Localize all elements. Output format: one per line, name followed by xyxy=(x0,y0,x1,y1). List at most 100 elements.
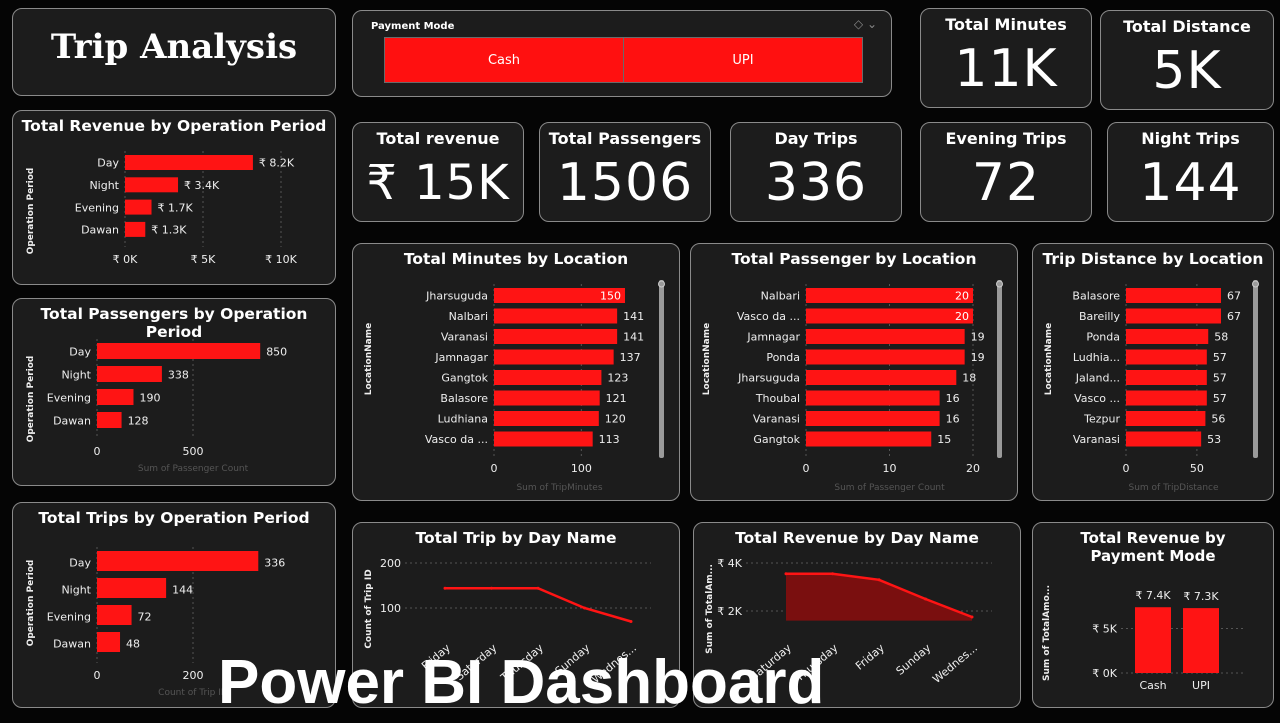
scroll-handle[interactable] xyxy=(996,280,1003,288)
chart-trips-by-period[interactable]: Total Trips by Operation Period 0 200 Day 33… xyxy=(12,502,336,708)
bar[interactable] xyxy=(1126,390,1207,406)
bar[interactable] xyxy=(97,389,134,405)
data-label: 121 xyxy=(606,392,627,405)
bar[interactable] xyxy=(1135,607,1171,673)
bar[interactable] xyxy=(125,155,253,170)
x-tick-label: 500 xyxy=(183,445,204,458)
kpi-total-revenue: Total revenue ₹ 15K xyxy=(352,122,524,222)
bar[interactable] xyxy=(494,329,618,344)
category-label: Balasore xyxy=(440,392,488,405)
chart-revenue-by-payment[interactable]: Total Revenue by Payment Mode ₹ 0K ₹ 5K ₹ 7… xyxy=(1032,522,1274,708)
bar[interactable] xyxy=(1126,308,1221,324)
bar[interactable] xyxy=(97,605,132,625)
chevron-down-icon[interactable]: ⌄ xyxy=(866,17,877,31)
bar[interactable] xyxy=(1126,431,1202,447)
chart-passenger-by-location[interactable]: Total Passenger by Location 0 10 20 Nalbari 2… xyxy=(690,243,1018,501)
chart-title: Total Passenger by Location xyxy=(731,250,977,268)
chart-passengers-by-period[interactable]: Total Passengers by Operation Period 0 500… xyxy=(12,298,336,486)
data-point[interactable] xyxy=(583,606,586,610)
bar[interactable] xyxy=(806,431,932,447)
data-point[interactable] xyxy=(970,615,974,619)
category-label: Dawan xyxy=(53,414,91,427)
bar[interactable] xyxy=(125,199,152,215)
scrollbar[interactable] xyxy=(1253,280,1258,458)
area-series[interactable] xyxy=(786,573,972,621)
scrollbar[interactable] xyxy=(997,280,1002,458)
bar[interactable] xyxy=(125,177,179,193)
bar[interactable] xyxy=(494,390,600,406)
bar[interactable] xyxy=(806,288,973,303)
bar[interactable] xyxy=(806,390,940,406)
data-point[interactable] xyxy=(490,586,493,590)
category-label: Night xyxy=(61,584,91,597)
y-axis-title: Count of Trip ID xyxy=(364,569,374,648)
bar[interactable] xyxy=(97,578,167,598)
bar[interactable] xyxy=(1126,370,1207,385)
chart-trip-by-dayname[interactable]: Total Trip by Day Name 100 200 Friday Saturd… xyxy=(352,522,680,708)
data-point[interactable] xyxy=(924,597,927,601)
bar[interactable] xyxy=(125,221,146,237)
bar[interactable] xyxy=(1126,288,1221,303)
bar[interactable] xyxy=(97,366,162,382)
chart-distance-by-location[interactable]: Trip Distance by Location 0 50 Balasore 67 Ba… xyxy=(1032,243,1274,501)
data-label: 141 xyxy=(623,310,644,323)
kpi-night-trips: Night Trips 144 xyxy=(1107,122,1274,222)
bar[interactable] xyxy=(806,349,965,365)
data-point[interactable] xyxy=(784,572,788,576)
data-point[interactable] xyxy=(536,586,540,590)
chart-revenue-by-period[interactable]: Total Revenue by Operation Period ₹ 0K ₹ 5… xyxy=(12,110,336,285)
x-tick-label: 0 xyxy=(94,445,101,458)
bar[interactable] xyxy=(494,308,618,324)
y-tick-label: 200 xyxy=(380,557,401,570)
data-label: ₹ 1.7K xyxy=(158,201,194,214)
bar[interactable] xyxy=(97,551,259,571)
kpi-label: Total Passengers xyxy=(548,129,702,148)
bar[interactable] xyxy=(1126,329,1209,344)
bar[interactable] xyxy=(806,411,940,426)
bar[interactable] xyxy=(806,329,965,344)
bar[interactable] xyxy=(1126,349,1207,365)
eraser-icon[interactable]: ◇ xyxy=(853,17,864,31)
scroll-handle[interactable] xyxy=(658,280,665,288)
x-tick-label: 200 xyxy=(183,669,204,682)
bar[interactable] xyxy=(97,343,261,359)
bar[interactable] xyxy=(494,431,593,447)
bar[interactable] xyxy=(494,288,625,303)
category-label: Varanasi xyxy=(753,413,800,426)
kpi-label: Day Trips xyxy=(774,129,858,148)
slicer-title: Payment Mode xyxy=(371,21,455,32)
data-label: 72 xyxy=(138,611,152,624)
category-label: Jamnagar xyxy=(746,331,800,344)
bar[interactable] xyxy=(97,632,121,652)
category-label: Day xyxy=(97,157,119,170)
chart-svg: 0 500 Day 850 Night 338 Evening 190 Dawan 128 Oper… xyxy=(26,339,287,474)
x-axis-title: Sum of TripDistance xyxy=(1128,483,1218,493)
scroll-handle[interactable] xyxy=(1252,280,1259,288)
bar[interactable] xyxy=(494,411,599,426)
bar[interactable] xyxy=(806,370,957,385)
data-point[interactable] xyxy=(629,620,633,623)
chart-revenue-by-dayname[interactable]: Total Revenue by Day Name ₹ 2K ₹ 4K Saturda… xyxy=(693,522,1021,708)
category-label: Night xyxy=(89,179,119,192)
data-label: ₹ 8.2K xyxy=(259,157,295,170)
line-series[interactable] xyxy=(445,586,632,623)
slicer-option-cash[interactable]: Cash xyxy=(384,37,624,83)
bar[interactable] xyxy=(97,412,122,428)
slicer-option-upi[interactable]: UPI xyxy=(623,37,863,83)
x-axis-title: Count of Trip ID xyxy=(158,688,228,698)
kpi-value: ₹ 15K xyxy=(366,155,510,211)
bar[interactable] xyxy=(494,370,602,385)
category-label: Gangtok xyxy=(753,433,800,446)
bar[interactable] xyxy=(1126,411,1206,426)
data-point[interactable] xyxy=(877,578,881,582)
scrollbar[interactable] xyxy=(659,280,664,458)
category-label: Jharsuguda xyxy=(737,372,800,385)
bar[interactable] xyxy=(806,308,973,324)
chart-minutes-by-location[interactable]: Total Minutes by Location 0 100 Jharsuguda 1… xyxy=(352,243,680,501)
bar[interactable] xyxy=(1183,608,1219,673)
data-point[interactable] xyxy=(831,572,834,576)
bar[interactable] xyxy=(494,349,614,365)
data-point[interactable] xyxy=(443,586,447,590)
